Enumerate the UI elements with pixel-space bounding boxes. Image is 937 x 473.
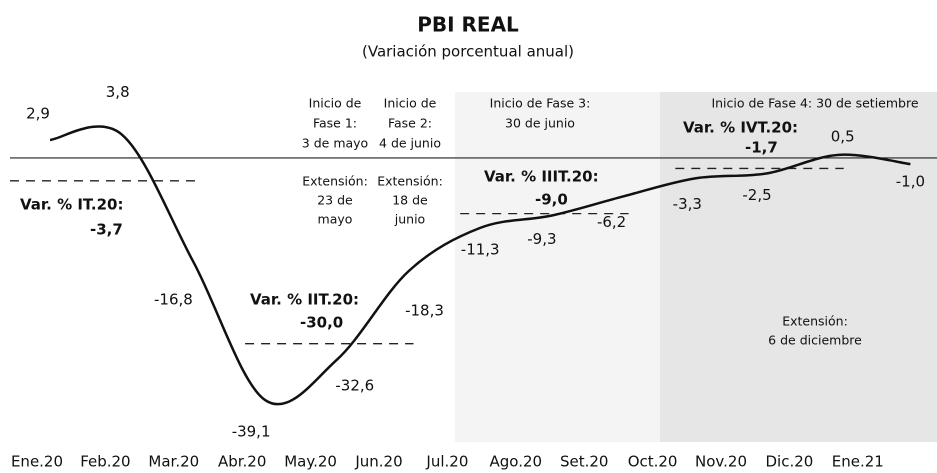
data-label: -9,3	[527, 230, 556, 248]
data-label: -39,1	[232, 423, 271, 441]
data-label: 3,8	[106, 83, 130, 101]
x-tick-label: Jul.20	[425, 453, 468, 471]
phase-start: Inicio de	[309, 96, 362, 111]
quarter-label: Var. % IIT.20:	[250, 291, 359, 309]
x-tick-label: Jun.20	[354, 453, 402, 471]
data-label: 2,9	[26, 104, 50, 122]
phase-start: 30 de junio	[505, 116, 575, 131]
phase-3-shade	[455, 92, 660, 442]
phase-extension: Extensión:	[302, 174, 368, 189]
x-tick-label: Abr.20	[218, 453, 266, 471]
quarter-label: Var. % IVT.20:	[683, 119, 798, 137]
phase-start: Inicio de	[384, 96, 437, 111]
data-label: -6,2	[597, 213, 626, 231]
data-label: -18,3	[405, 302, 444, 320]
phase-start: Fase 1:	[313, 116, 357, 131]
phase-extension: junio	[394, 212, 425, 227]
quarter-value: -1,7	[745, 139, 778, 157]
x-tick-label: Set.20	[560, 453, 609, 471]
x-tick-label: Nov.20	[695, 453, 747, 471]
x-tick-label: Ago.20	[490, 453, 543, 471]
quarter-label: Var. % IT.20:	[20, 196, 123, 214]
x-tick-label: Oct.20	[628, 453, 678, 471]
data-label: -3,3	[673, 195, 702, 213]
x-tick-label: Ene.20	[11, 453, 63, 471]
phase-extension: 23 de	[317, 193, 353, 208]
quarter-label: Var. % IIIT.20:	[484, 168, 599, 186]
line	[49, 125, 911, 406]
x-tick-label: May.20	[284, 453, 337, 471]
phase-extension: 18 de	[392, 193, 428, 208]
phase-start: Fase 2:	[388, 116, 432, 131]
quarter-value: -30,0	[300, 314, 343, 332]
x-tick-label: Mar.20	[148, 453, 199, 471]
quarter-value: -9,0	[535, 191, 568, 209]
x-tick-label: Dic.20	[765, 453, 813, 471]
phase-extension: 6 de diciembre	[768, 333, 862, 348]
phase-extension: Extensión:	[782, 314, 848, 329]
phase-start: 3 de mayo	[302, 136, 368, 151]
data-label: -1,0	[896, 173, 925, 191]
phase-extension: mayo	[318, 212, 353, 227]
chart-title: PBI REAL	[417, 13, 519, 37]
phase-extension: Extensión:	[377, 174, 443, 189]
data-label: -2,5	[742, 186, 771, 204]
quarter-value: -3,7	[90, 221, 123, 239]
chart-subtitle: (Variación porcentual anual)	[362, 43, 574, 61]
data-label: -32,6	[335, 376, 374, 394]
phase-4-shade	[660, 92, 937, 442]
phase-start: 4 de junio	[379, 136, 441, 151]
phase-start: Inicio de Fase 4: 30 de setiembre	[711, 96, 918, 111]
data-label: -16,8	[154, 290, 193, 308]
x-tick-label: Feb.20	[80, 453, 130, 471]
phase-start: Inicio de Fase 3:	[490, 96, 591, 111]
x-tick-label: Ene.21	[832, 453, 884, 471]
data-label: -11,3	[461, 240, 500, 258]
data-label: 0,5	[831, 127, 855, 145]
